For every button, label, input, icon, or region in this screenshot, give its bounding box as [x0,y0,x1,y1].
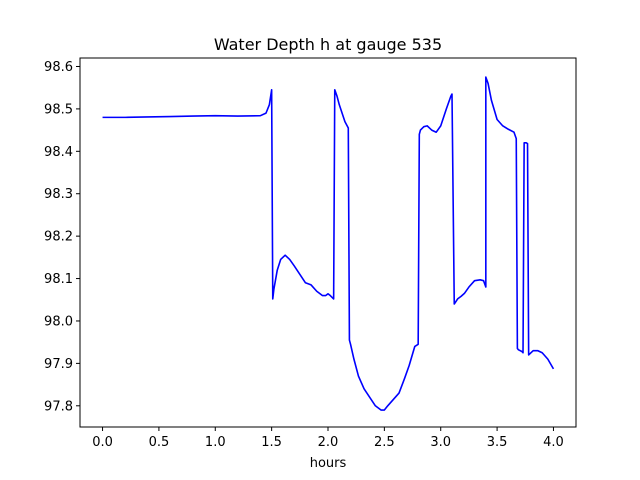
x-tick-label: 0.0 [92,435,113,450]
plot-area [102,76,555,411]
axis-ticks: 0.0 0.5 1.0 1.5 2.0 2.5 3.0 3.5 4.0 97.8 97.9 98.0 9… [44,60,564,450]
y-tick-label: 98.2 [44,230,73,245]
y-tick-label: 97.8 [44,399,73,414]
y-tick-label: 98.5 [44,102,73,117]
x-tick-label: 0.5 [149,435,170,450]
axes-frame [79,57,577,428]
y-tick-label: 98.0 [44,314,73,329]
x-axis-label: hours [310,456,347,471]
x-tick-label: 3.0 [430,435,451,450]
x-tick-label: 3.5 [487,435,508,450]
x-tick-label: 1.5 [261,435,282,450]
x-tick-label: 1.0 [205,435,226,450]
x-tick-label: 4.0 [543,435,564,450]
x-tick-label: 2.0 [318,435,339,450]
y-tick-label: 97.9 [44,357,73,372]
series-line-0 [102,76,555,411]
x-tick-label: 2.5 [374,435,395,450]
y-tick-label: 98.6 [44,60,73,75]
y-tick-label: 98.1 [44,272,73,287]
y-tick-label: 98.4 [44,145,73,160]
y-tick-label: 98.3 [44,187,73,202]
chart-title: Water Depth h at gauge 535 [214,35,442,54]
